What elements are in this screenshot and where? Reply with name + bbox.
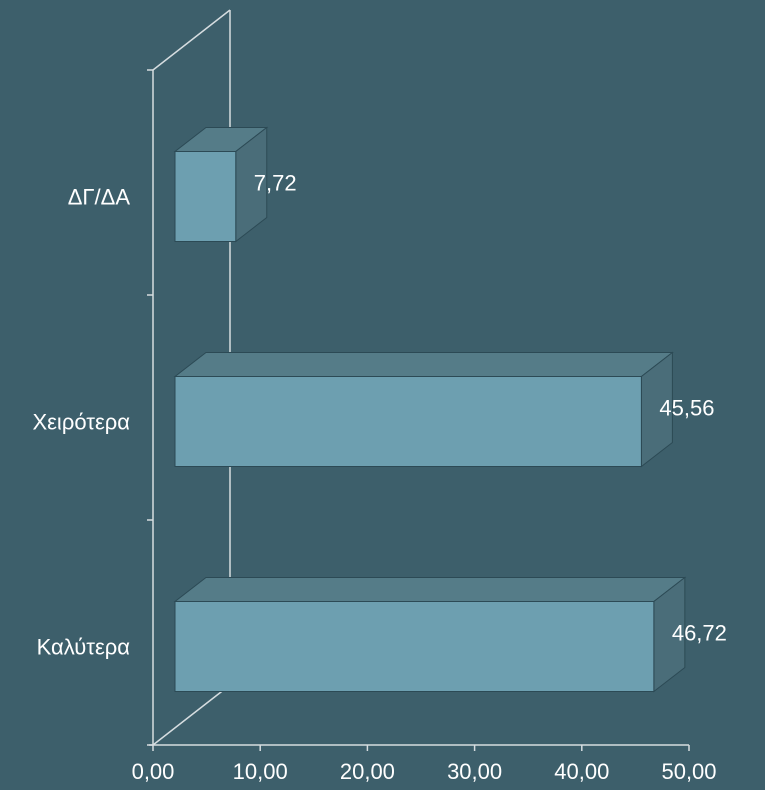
x-tick-label: 30,00: [447, 759, 502, 784]
wall-top-edge: [152, 9, 231, 71]
data-label: 45,56: [659, 396, 714, 421]
category-label: Χειρότερα: [32, 410, 130, 435]
data-label: 7,72: [254, 171, 297, 196]
wall-bottom-edge: [152, 684, 231, 746]
bar: [174, 151, 237, 242]
bar-top-face: [173, 352, 674, 377]
category-label: Καλύτερα: [37, 635, 131, 660]
category-label: ΔΓ/ΔΑ: [68, 185, 131, 210]
x-tick-label: 0,00: [132, 759, 175, 784]
x-tick-label: 10,00: [233, 759, 288, 784]
x-tick-label: 20,00: [340, 759, 395, 784]
bar: [174, 601, 655, 692]
bar: [174, 376, 642, 467]
x-tick-label: 50,00: [661, 759, 716, 784]
bar-top-face: [173, 577, 687, 602]
x-tick-label: 40,00: [554, 759, 609, 784]
data-label: 46,72: [672, 621, 727, 646]
